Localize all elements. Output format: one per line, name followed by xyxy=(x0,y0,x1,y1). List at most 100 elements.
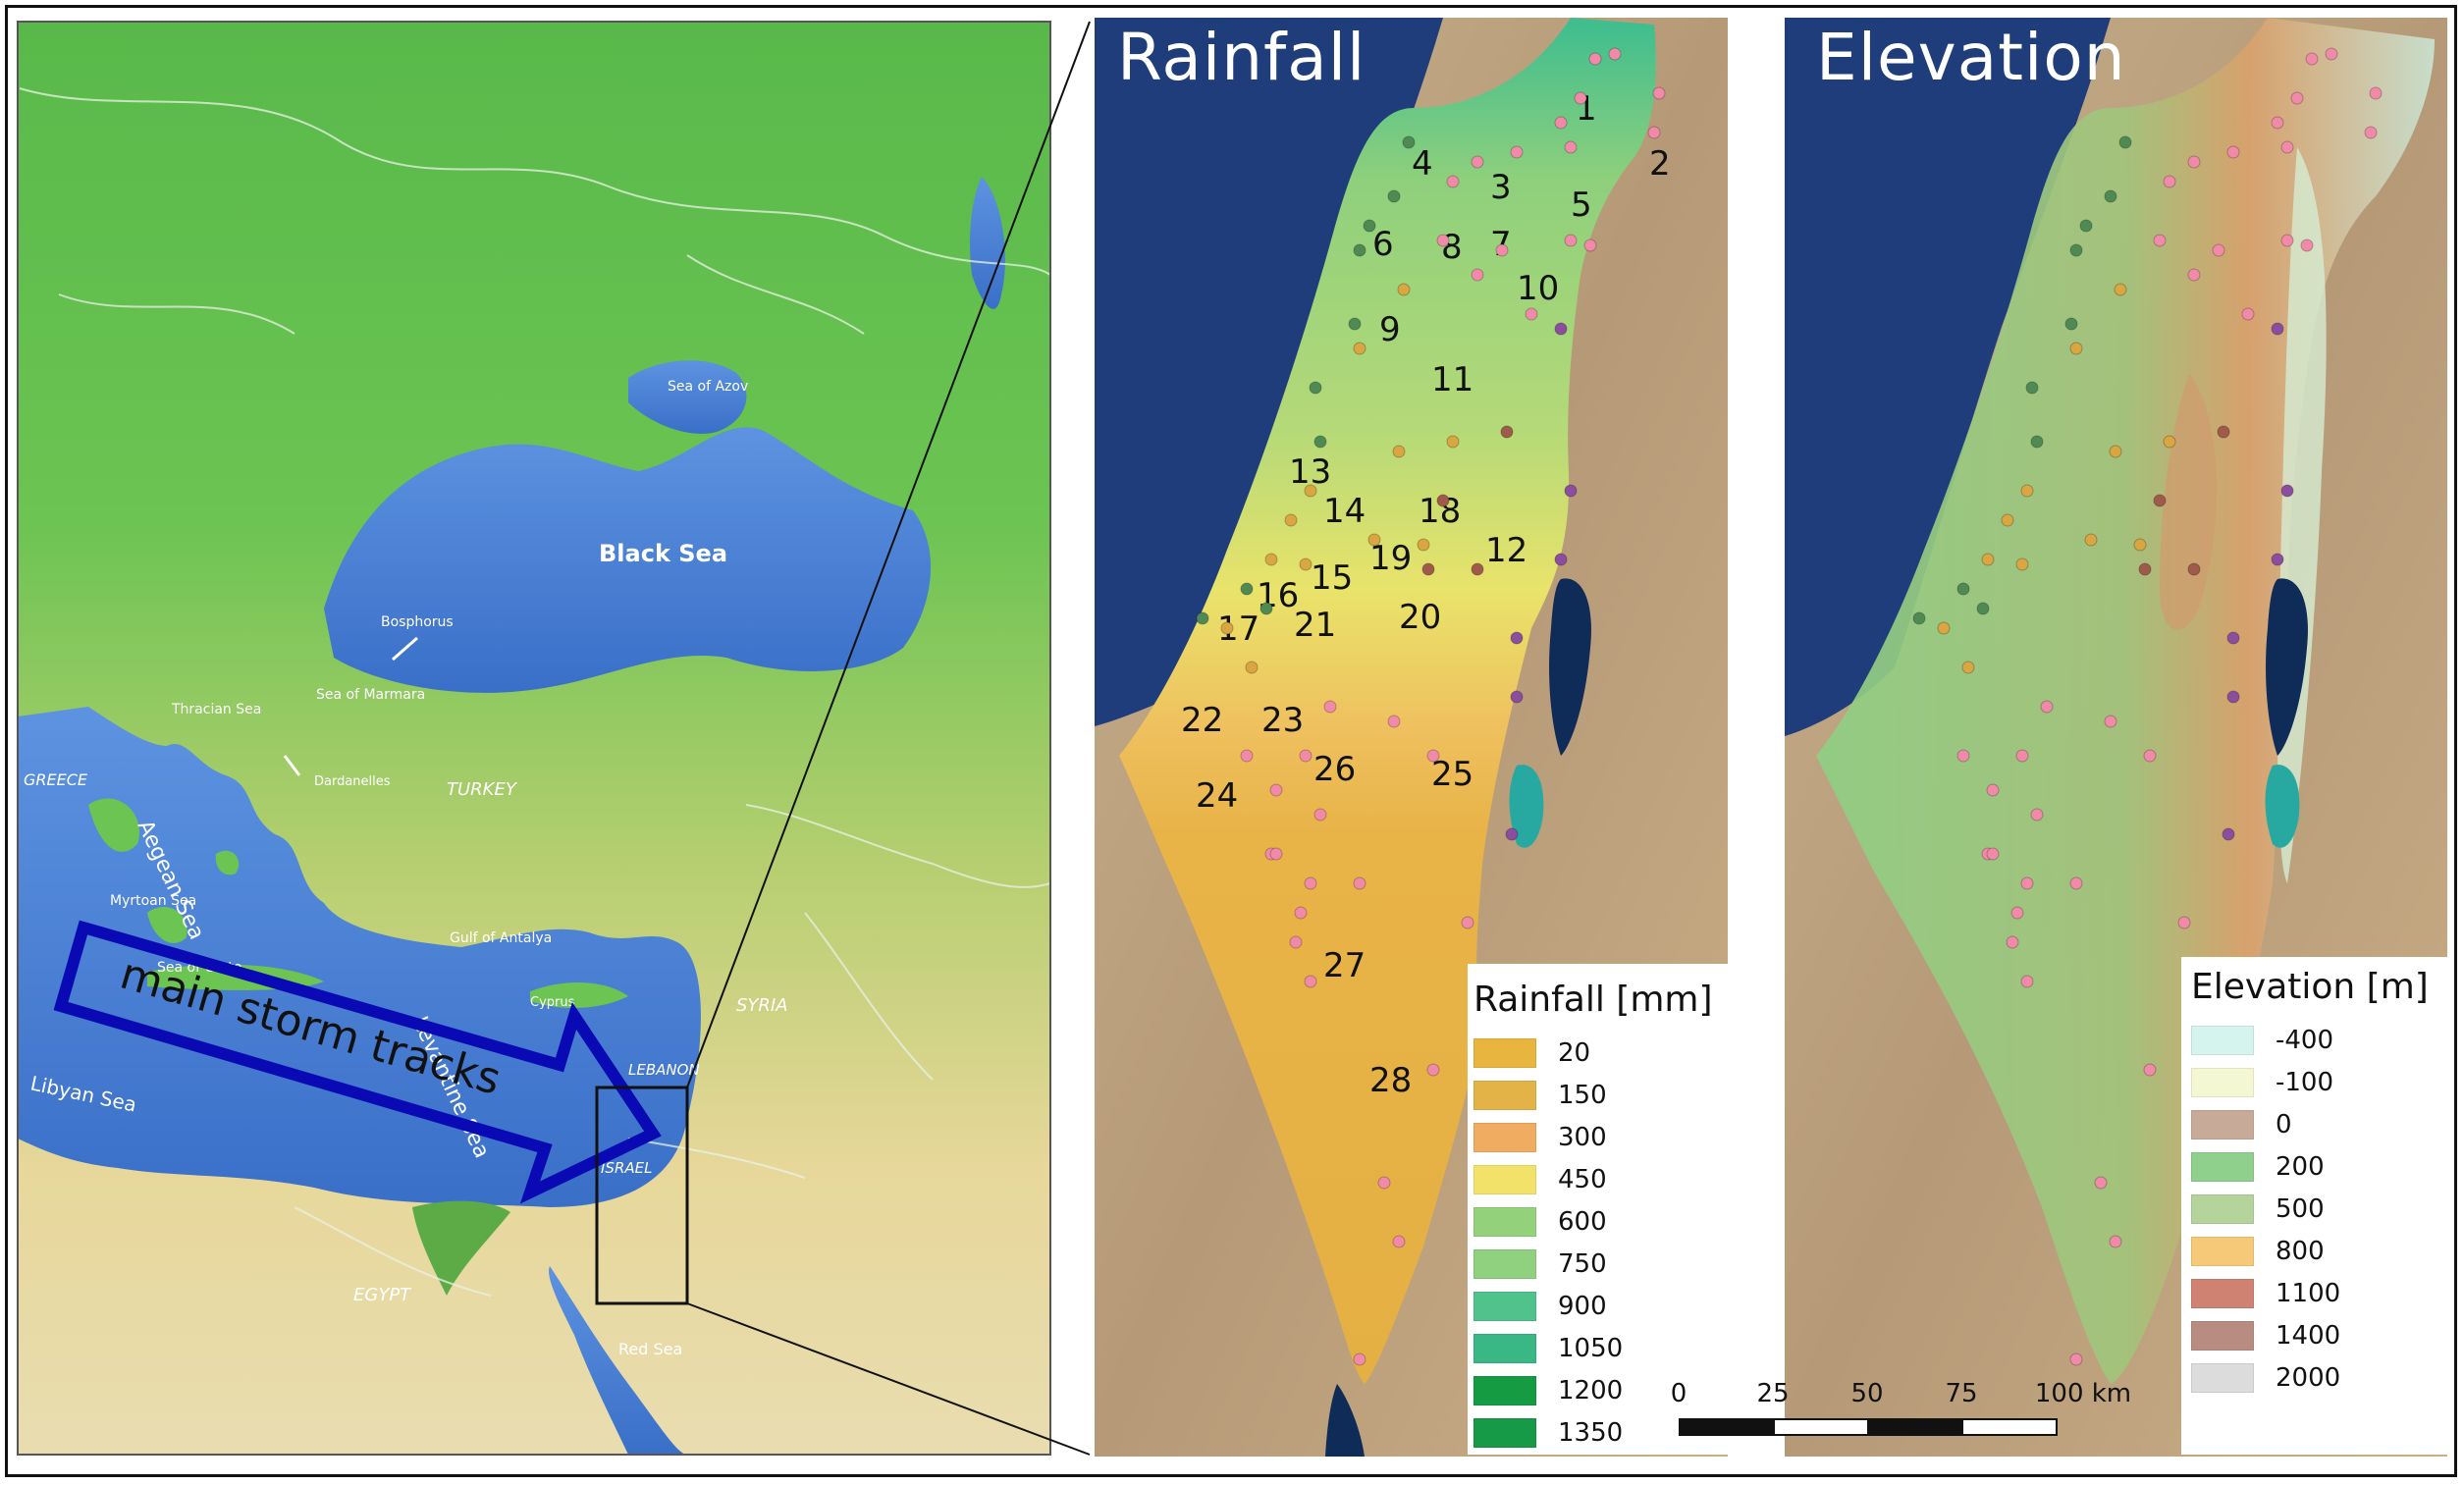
elevation-station-point xyxy=(2281,235,2293,246)
station-label: 15 xyxy=(1311,558,1353,598)
elevation-station-point xyxy=(2326,48,2337,60)
scale-tick-label: 100 km xyxy=(2035,1379,2131,1408)
elevation-station-point xyxy=(2134,539,2146,551)
elevation-station-point xyxy=(2188,563,2200,575)
station-label: 5 xyxy=(1571,186,1592,225)
label-dardanelles: Dardanelles xyxy=(314,774,391,789)
elevation-station-point xyxy=(2218,426,2229,438)
rainfall-legend-swatch xyxy=(1473,1418,1536,1448)
rainfall-station-point xyxy=(1393,446,1405,457)
elevation-legend-row: 0 xyxy=(2191,1103,2447,1145)
rainfall-station-point xyxy=(1270,848,1282,860)
label-red-sea: Red Sea xyxy=(618,1340,682,1358)
rainfall-station-point xyxy=(1300,750,1312,762)
station-label: 11 xyxy=(1431,360,1473,399)
elevation-legend-row: -400 xyxy=(2191,1019,2447,1061)
label-syria: SYRIA xyxy=(736,995,788,1016)
label-thracian-sea: Thracian Sea xyxy=(171,702,261,717)
station-label: 23 xyxy=(1261,701,1304,740)
station-label: 6 xyxy=(1372,225,1394,264)
station-label: 22 xyxy=(1181,701,1223,740)
rainfall-station-point xyxy=(1427,1064,1439,1076)
rainfall-station-point xyxy=(1418,539,1429,551)
rainfall-station-point xyxy=(1575,92,1586,104)
elevation-station-point xyxy=(2115,284,2126,295)
rainfall-legend-row: 600 xyxy=(1473,1200,1728,1243)
rainfall-station-point xyxy=(1427,750,1439,762)
scale-bar: 0 25 50 75 100 km xyxy=(1679,1379,2160,1448)
station-label: 20 xyxy=(1399,598,1441,637)
elevation-legend-row: 500 xyxy=(2191,1188,2447,1230)
rainfall-station-point xyxy=(1403,136,1415,148)
rainfall-legend-row: 750 xyxy=(1473,1243,1728,1285)
elevation-station-point xyxy=(1977,603,1989,614)
scale-bar-segment xyxy=(1961,1418,2058,1436)
rainfall-station-point xyxy=(1241,750,1253,762)
station-label: 21 xyxy=(1294,606,1336,645)
elevation-station-point xyxy=(2154,495,2166,506)
rainfall-station-point xyxy=(1501,426,1513,438)
rainfall-legend-label: 20 xyxy=(1558,1038,1590,1068)
elevation-legend-label: 0 xyxy=(2276,1110,2292,1140)
station-label: 24 xyxy=(1196,776,1238,816)
rainfall-legend-swatch xyxy=(1473,1376,1536,1405)
station-label: 3 xyxy=(1490,168,1512,207)
elevation-station-point xyxy=(2021,877,2033,889)
elevation-legend-title: Elevation [m] xyxy=(2191,967,2447,1007)
rainfall-station-point xyxy=(1398,284,1410,295)
rainfall-station-point xyxy=(1447,436,1459,448)
station-label: 12 xyxy=(1485,531,1527,570)
rainfall-station-point xyxy=(1305,877,1316,889)
elevation-station-point xyxy=(2188,269,2200,281)
rainfall-station-point xyxy=(1526,308,1537,320)
elevation-station-point xyxy=(2272,323,2283,335)
elevation-station-point xyxy=(2227,146,2239,158)
rainfall-legend-swatch xyxy=(1473,1249,1536,1279)
elevation-station-point xyxy=(2242,308,2254,320)
rainfall-legend-row: 20 xyxy=(1473,1032,1728,1074)
label-turkey: TURKEY xyxy=(447,779,518,800)
elevation-station-point xyxy=(2110,1236,2121,1247)
label-lebanon: LEBANON xyxy=(628,1061,700,1079)
elevation-station-point xyxy=(2110,446,2121,457)
station-label: 26 xyxy=(1313,750,1356,789)
elevation-legend-row: 1100 xyxy=(2191,1272,2447,1314)
elevation-legend-label: 1100 xyxy=(2276,1279,2340,1308)
elevation-station-point xyxy=(2301,239,2313,251)
elevation-legend-swatch xyxy=(2191,1237,2254,1266)
station-label: 8 xyxy=(1441,228,1463,267)
elevation-station-point xyxy=(2002,514,2013,526)
rainfall-station-point xyxy=(1295,907,1307,919)
elevation-station-point xyxy=(2154,235,2166,246)
elevation-station-point xyxy=(2016,750,2028,762)
station-label: 28 xyxy=(1369,1061,1412,1100)
label-black-sea: Black Sea xyxy=(599,540,727,567)
scale-bar-segment xyxy=(1679,1418,1775,1436)
rainfall-station-point xyxy=(1241,583,1253,595)
rainfall-station-point xyxy=(1305,485,1316,497)
elevation-station-point xyxy=(2281,141,2293,153)
elevation-legend-label: 500 xyxy=(2276,1194,2325,1224)
rainfall-title: Rainfall xyxy=(1117,20,1366,95)
elevation-station-point xyxy=(2365,127,2377,138)
elevation-station-point xyxy=(2085,534,2097,546)
elevation-station-point xyxy=(2119,136,2131,148)
rainfall-station-point xyxy=(1197,612,1208,624)
elevation-legend: Elevation [m] -400 -100 0 200 500 800 1100 1400… xyxy=(2181,957,2447,1455)
rainfall-station-point xyxy=(1349,318,1361,330)
rainfall-station-point xyxy=(1354,877,1366,889)
station-label: 14 xyxy=(1323,492,1366,531)
rainfall-legend-row: 300 xyxy=(1473,1116,1728,1158)
elevation-legend-label: 800 xyxy=(2276,1237,2325,1266)
rainfall-station-point xyxy=(1246,662,1258,673)
label-myrtoan-sea: Myrtoan Sea xyxy=(110,893,196,909)
scale-bar-segment xyxy=(1773,1418,1869,1436)
rainfall-station-point xyxy=(1364,220,1375,232)
elevation-station-point xyxy=(2031,436,2043,448)
rainfall-legend-swatch xyxy=(1473,1207,1536,1237)
elevation-station-point xyxy=(2105,190,2116,202)
overview-map: Black Sea Sea of Azov Sea of Marmara Thr… xyxy=(18,22,1050,1455)
rainfall-station-point xyxy=(1388,716,1400,727)
scale-tick-label: 50 xyxy=(1850,1379,1883,1408)
